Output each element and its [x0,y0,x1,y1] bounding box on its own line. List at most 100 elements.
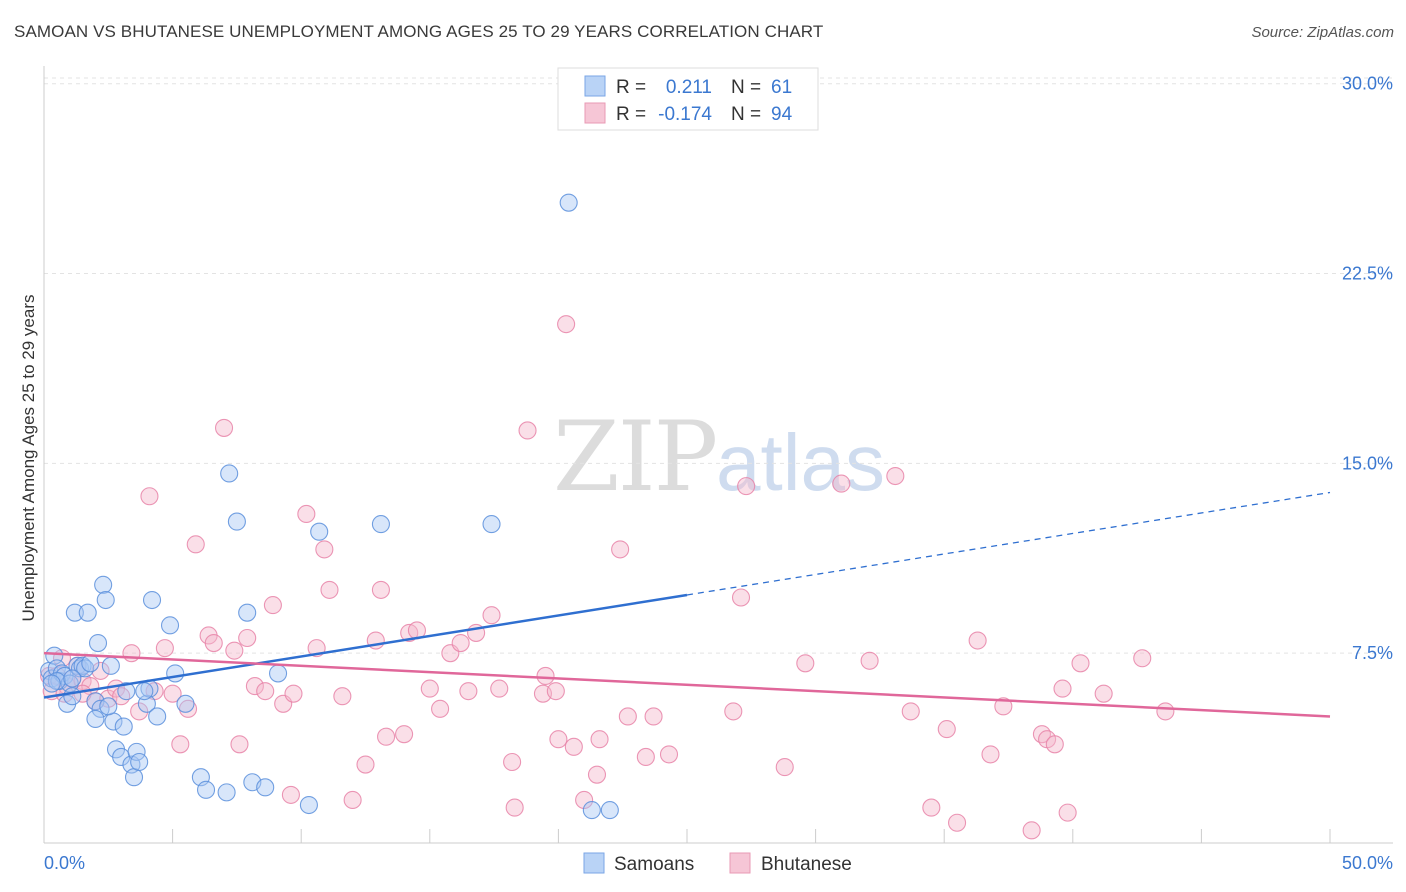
legend-bottom-samoans-label: Samoans [614,854,694,875]
series-samoans-points [40,193,619,820]
bhutanese-point-15 [130,702,149,721]
bhutanese-point-70 [644,707,663,726]
bhutanese-point-29 [245,677,264,696]
bhutanese-point-24 [204,634,223,653]
legend-series: Samoans Bhutanese [583,852,852,875]
bhutanese-point-90 [1045,735,1064,754]
watermark-zip: ZIP [553,401,716,513]
samoans-point-48 [299,795,318,815]
bhutanese-point-85 [981,745,1000,764]
bhutanese-point-30 [256,682,275,701]
bhutanese-point-28 [238,628,257,648]
bhutanese-point-64 [564,737,583,756]
watermark: ZIP atlas [553,401,885,513]
samoans-point-15 [78,603,97,622]
samoans-point-22 [101,656,120,675]
y-tick-labels: 7.5% 15.0% 22.5% 30.0% [1342,74,1393,663]
bhutanese-point-66 [587,765,607,784]
bhutanese-point-27 [230,735,249,754]
series-bhutanese-points [40,315,1175,840]
samoans-point-52 [559,193,578,212]
bhutanese-point-43 [371,580,390,599]
legend-stats: R = 0.211 N = 61 R = -0.174 N = 94 [557,67,819,131]
samoans-point-50 [371,515,390,534]
samoans-point-31 [130,752,149,772]
bhutanese-point-71 [659,745,679,764]
y-tick-label-2: 22.5% [1342,264,1393,284]
samoans-point-10 [65,603,84,622]
bhutanese-point-82 [937,720,956,739]
samoans-point-51 [482,515,501,534]
bhutanese-point-69 [636,747,655,766]
samoans-point-47 [269,664,288,683]
bhutanese-point-73 [731,588,751,607]
bhutanese-point-63 [557,315,576,334]
bhutanese-point-54 [482,606,501,625]
bhutanese-point-19 [163,684,182,703]
bhutanese-point-35 [297,504,316,524]
legend-bottom-samoans-swatch [583,852,605,874]
bhutanese-point-57 [505,798,524,817]
x-tick-label-min: 0.0% [44,853,85,873]
bhutanese-point-14 [122,644,141,663]
bhutanese-point-18 [155,639,174,658]
legend-bhutanese-n-label: N = [731,104,761,125]
samoans-point-34 [142,590,162,610]
samoans-point-56 [63,669,82,688]
samoans-trend-line-extension [686,491,1331,596]
bhutanese-point-87 [1022,821,1041,840]
y-tick-label-1: 15.0% [1342,453,1393,473]
legend-bhutanese-n-value: 94 [771,104,793,125]
samoans-point-40 [196,780,216,799]
samoans-point-9 [63,687,82,706]
bhutanese-point-86 [994,697,1013,716]
samoans-point-60 [42,674,61,693]
bhutanese-point-81 [922,798,941,817]
bhutanese-point-80 [901,702,920,721]
bhutanese-point-60 [536,666,555,686]
samoans-point-27 [117,682,136,701]
samoans-point-35 [148,707,167,726]
samoans-point-38 [176,694,195,713]
axes [43,66,1393,844]
y-axis-title: Unemployment Among Ages 25 to 29 years [19,295,38,622]
bhutanese-point-83 [948,813,967,832]
bhutanese-point-93 [1071,654,1090,673]
samoans-point-54 [600,801,619,820]
bhutanese-point-31 [263,596,282,615]
bhutanese-point-84 [968,631,987,650]
legend-samoans-swatch [584,75,606,97]
bhutanese-point-96 [1156,702,1175,721]
samoans-point-49 [310,522,329,541]
bhutanese-point-99 [611,540,630,559]
samoans-point-41 [217,783,236,802]
legend-samoans-r-value: 0.211 [666,77,712,98]
bhutanese-point-40 [343,790,362,810]
bhutanese-point-51 [451,634,470,653]
bhutanese-point-58 [518,421,537,440]
samoans-point-53 [582,801,601,820]
bhutanese-point-34 [284,684,303,703]
bhutanese-point-78 [860,651,879,670]
samoans-point-55 [47,671,66,691]
samoans-point-42 [220,464,239,483]
bhutanese-point-94 [1094,684,1113,703]
bhutanese-point-16 [140,487,159,506]
samoans-trend-line [43,593,688,699]
bhutanese-point-22 [186,535,205,554]
samoans-point-18 [88,634,108,653]
x-tick-label-max: 50.0% [1342,853,1393,873]
legend-bhutanese-r-label: R = [616,104,646,125]
bhutanese-point-72 [724,702,743,721]
bhutanese-point-67 [590,730,609,749]
legend-bhutanese-swatch [584,102,606,124]
samoans-point-26 [114,717,133,736]
bhutanese-point-77 [832,474,851,493]
samoans-point-57 [86,709,105,729]
bhutanese-point-45 [395,725,414,744]
samoans-point-20 [94,575,113,594]
bhutanese-point-88 [1032,725,1051,744]
bhutanese-point-92 [1058,803,1077,822]
bhutanese-point-41 [356,755,375,774]
